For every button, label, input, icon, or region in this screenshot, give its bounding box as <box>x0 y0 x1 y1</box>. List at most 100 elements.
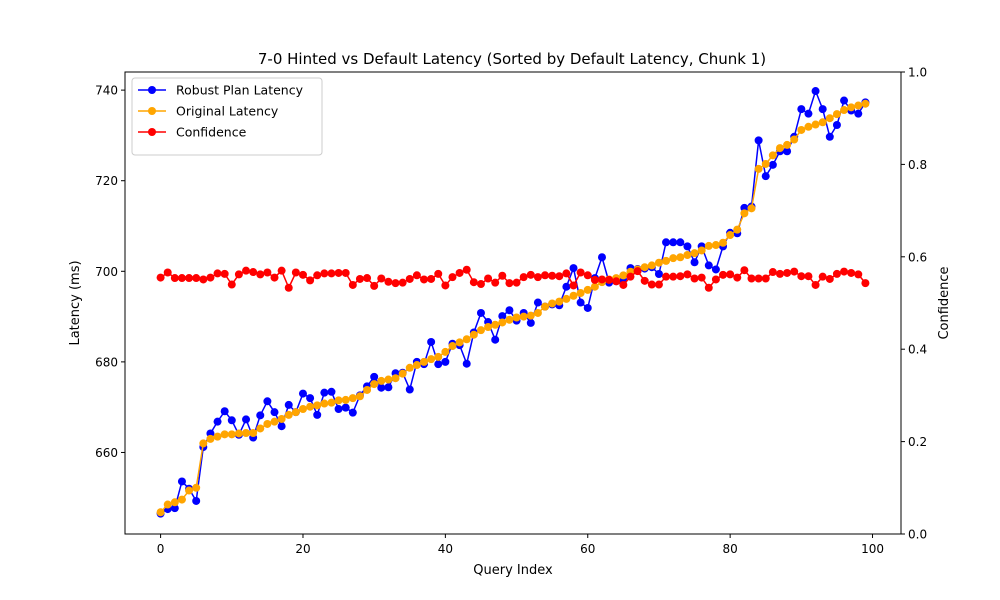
data-point <box>234 270 243 279</box>
data-point <box>348 408 357 417</box>
data-point <box>797 272 806 281</box>
data-point <box>676 253 685 262</box>
data-point <box>726 231 735 240</box>
data-point <box>761 159 770 168</box>
data-point <box>548 271 557 280</box>
data-point <box>519 273 528 282</box>
data-point <box>334 268 343 277</box>
y-tick-label: 740 <box>95 84 118 98</box>
y2-tick-label: 0.0 <box>908 528 927 542</box>
data-point <box>676 238 685 247</box>
y-axis-right: 0.0 0.2 0.4 0.6 0.8 1.0 <box>901 66 927 542</box>
data-point <box>355 392 364 401</box>
legend-swatch-marker <box>148 107 156 115</box>
data-point <box>412 361 421 370</box>
series-confidence <box>156 265 870 292</box>
data-point <box>733 225 742 234</box>
data-point <box>498 271 507 280</box>
data-point <box>854 109 863 118</box>
data-point <box>192 274 201 283</box>
data-point <box>768 160 777 169</box>
data-point <box>761 274 770 283</box>
data-point <box>840 106 849 115</box>
data-point <box>541 271 550 280</box>
data-point <box>291 268 300 277</box>
data-point <box>569 281 578 290</box>
data-point <box>434 360 443 369</box>
data-point <box>170 498 179 507</box>
legend-box <box>131 77 323 156</box>
data-point <box>740 266 749 275</box>
data-point <box>854 270 863 279</box>
data-point <box>704 261 713 270</box>
data-point <box>412 271 421 280</box>
y-tick-label: 700 <box>95 265 118 279</box>
data-point <box>341 268 350 277</box>
data-point <box>284 410 293 419</box>
x-tick-label: 40 <box>438 542 453 556</box>
data-point <box>227 280 236 289</box>
data-point <box>597 275 606 284</box>
data-point <box>719 238 728 247</box>
data-point <box>498 312 507 321</box>
data-point <box>761 172 770 181</box>
data-point <box>683 250 692 259</box>
data-point <box>270 273 279 282</box>
data-point <box>690 249 699 258</box>
data-point <box>533 273 542 282</box>
data-point <box>177 495 186 504</box>
data-point <box>313 401 322 410</box>
x-tick-label: 80 <box>722 542 737 556</box>
data-point <box>313 410 322 419</box>
data-point <box>711 241 720 250</box>
data-point <box>156 273 165 282</box>
data-point <box>234 429 243 438</box>
data-point <box>291 408 300 417</box>
data-point <box>526 270 535 279</box>
data-point <box>505 279 514 288</box>
data-point <box>420 275 429 284</box>
data-point <box>832 269 841 278</box>
data-point <box>654 258 663 267</box>
data-point <box>840 96 849 105</box>
data-point <box>654 280 663 289</box>
data-point <box>498 318 507 327</box>
data-point <box>476 280 485 289</box>
data-point <box>711 275 720 284</box>
data-point <box>455 268 464 277</box>
data-point <box>754 164 763 173</box>
data-point <box>484 274 493 283</box>
data-point <box>441 357 450 366</box>
data-point <box>569 291 578 300</box>
data-point <box>476 326 485 335</box>
data-point <box>662 238 671 247</box>
data-point <box>405 363 414 372</box>
data-point <box>391 374 400 383</box>
data-point <box>832 120 841 129</box>
data-point <box>590 275 599 284</box>
data-point <box>775 144 784 153</box>
data-point <box>363 385 372 394</box>
y-axis-left: 660 680 700 720 740 <box>95 84 125 460</box>
data-point <box>377 274 386 283</box>
data-point <box>576 298 585 307</box>
data-point <box>583 303 592 312</box>
data-point <box>284 400 293 409</box>
data-point <box>533 298 542 307</box>
data-point <box>576 289 585 298</box>
data-point <box>441 347 450 356</box>
data-point <box>747 204 756 213</box>
data-point <box>242 266 251 275</box>
data-point <box>754 274 763 283</box>
data-point <box>199 275 208 284</box>
data-point <box>213 269 222 278</box>
data-point <box>263 419 272 428</box>
data-point <box>555 297 564 306</box>
data-point <box>704 241 713 250</box>
data-point <box>505 315 514 324</box>
data-point <box>633 267 642 276</box>
data-point <box>455 338 464 347</box>
data-point <box>640 276 649 285</box>
data-point <box>519 312 528 321</box>
